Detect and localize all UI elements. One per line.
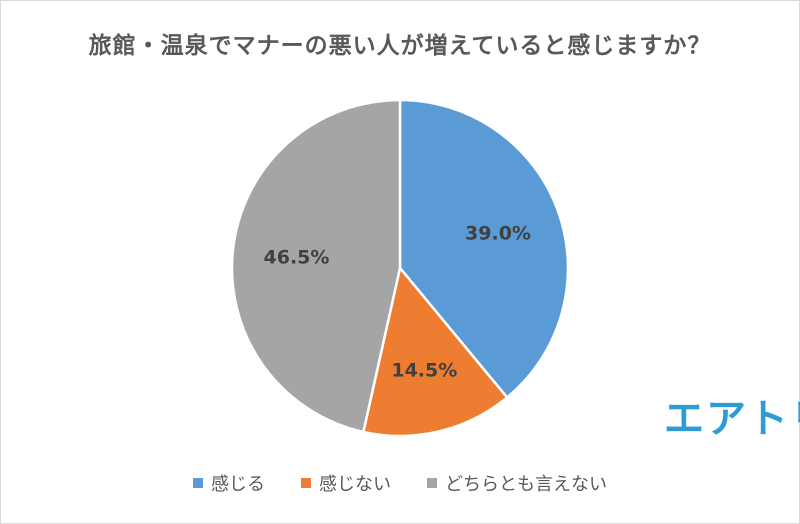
legend-item-agree: 感じる	[193, 470, 265, 496]
legend-label: 感じる	[211, 474, 265, 495]
chart-title: 旅館・温泉でマナーの悪い人が増えていると感じますか？	[88, 33, 712, 59]
pie-slice-agree	[398, 98, 570, 400]
pie-slice-neutral	[230, 98, 402, 434]
legend-item-disagree: 感じない	[301, 470, 391, 496]
brand-watermark: エアトリ	[664, 396, 800, 442]
legend-swatch	[301, 478, 311, 488]
legend-item-neutral: どちらとも言えない	[427, 470, 607, 496]
slice-value-label: 46.5%	[264, 247, 330, 269]
legend: 感じる 感じない どちらとも言えない	[0, 470, 800, 496]
pie-slice-disagree	[361, 265, 509, 438]
slice-value-label: 14.5%	[391, 359, 457, 381]
legend-swatch	[193, 478, 203, 488]
slice-value-label: 39.0%	[465, 223, 531, 245]
legend-swatch	[427, 478, 437, 488]
legend-label: 感じない	[319, 474, 391, 495]
legend-label: どちらとも言えない	[445, 474, 607, 495]
